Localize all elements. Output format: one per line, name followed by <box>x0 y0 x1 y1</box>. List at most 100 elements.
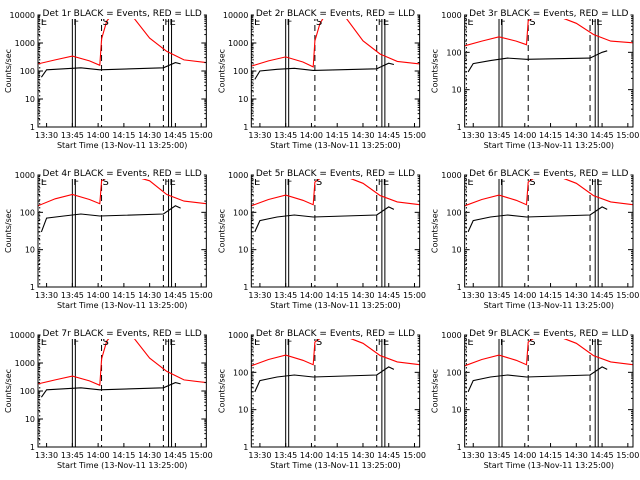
series-line <box>40 62 181 78</box>
y-axis-label: Counts/sec <box>217 209 226 253</box>
marker-label: S <box>316 17 322 28</box>
plot-content <box>464 175 633 287</box>
x-tick-label: 14:30 <box>565 451 588 460</box>
panel-title: Det 2r BLACK = Events, RED = LLD <box>256 9 415 19</box>
x-axis-label: Start Time (13-Nov-11 13:25:00) <box>484 461 614 470</box>
x-tick-label: 14:15 <box>539 131 562 140</box>
marker-label: E <box>254 177 260 188</box>
x-tick-label: 13:30 <box>462 131 485 140</box>
plot-content <box>38 335 207 447</box>
marker-label: F <box>164 337 170 348</box>
x-tick-label: 13:30 <box>248 451 271 460</box>
panel-title-background <box>467 9 631 19</box>
marker-label: E <box>41 17 47 28</box>
x-tick-label: 14:15 <box>112 291 135 300</box>
y-tick-label: 1000 <box>441 11 461 20</box>
marker-label: F <box>378 337 384 348</box>
marker-label: F <box>73 337 79 348</box>
series-line <box>467 366 608 393</box>
marker-label: F <box>164 177 170 188</box>
panel-title-background <box>40 9 204 19</box>
marker-label: E <box>383 17 389 28</box>
detector-panel: E F S F E13:30 13:45 14:00 14:15 14:30 14:45 15:00… <box>431 329 639 470</box>
marker-label: S <box>316 177 322 188</box>
panel-title: Det 5r BLACK = Events, RED = LLD <box>256 169 415 179</box>
series-line <box>464 175 633 207</box>
series-line <box>254 62 395 80</box>
y-tick-label: 100 <box>233 67 248 76</box>
marker-label: F <box>378 17 384 28</box>
marker-label: E <box>254 337 260 348</box>
marker-label: E <box>596 177 602 188</box>
marker-label: E <box>383 177 389 188</box>
x-tick-label: 14:45 <box>591 131 614 140</box>
x-tick-label: 14:15 <box>112 451 135 460</box>
y-tick-label: 10 <box>238 406 248 415</box>
y-tick-label: 10000 <box>10 11 35 20</box>
plot-content <box>38 15 207 127</box>
x-tick-label: 14:00 <box>513 131 536 140</box>
x-tick-label: 13:45 <box>487 131 510 140</box>
y-tick-label: 10 <box>238 95 248 104</box>
x-tick-label: 14:30 <box>138 451 161 460</box>
marker-label: F <box>591 17 597 28</box>
y-tick-label: 10 <box>451 246 461 255</box>
marker-label: E <box>596 337 602 348</box>
x-tick-label: 14:30 <box>351 451 374 460</box>
x-axis-label: Start Time (13-Nov-11 13:25:00) <box>57 141 187 150</box>
plot-frame <box>250 334 421 448</box>
x-tick-label: 14:30 <box>565 131 588 140</box>
y-tick-label: 1 <box>457 123 462 132</box>
panel-title: Det 8r BLACK = Events, RED = LLD <box>256 329 415 339</box>
y-tick-label: 1 <box>30 443 35 452</box>
y-tick-label: 10000 <box>10 331 35 340</box>
x-tick-label: 15:00 <box>616 131 639 140</box>
y-axis-label: Counts/sec <box>4 369 13 413</box>
series-line <box>464 335 633 367</box>
panel-title-background <box>467 169 631 179</box>
x-axis-label: Start Time (13-Nov-11 13:25:00) <box>57 301 187 310</box>
plot-content <box>251 335 420 447</box>
y-tick-label: 1 <box>30 283 35 292</box>
x-tick-label: 14:45 <box>377 291 400 300</box>
plot-frame <box>464 174 634 288</box>
y-tick-label: 100 <box>446 368 461 377</box>
marker-label: F <box>591 337 597 348</box>
y-tick-label: 1 <box>243 443 248 452</box>
x-tick-label: 15:00 <box>616 291 639 300</box>
y-tick-label: 1 <box>243 283 248 292</box>
series-line <box>254 206 395 233</box>
marker-label: F <box>73 17 79 28</box>
y-tick-label: 1000 <box>228 171 248 180</box>
marker-label: E <box>596 17 602 28</box>
series-line <box>467 206 608 233</box>
y-axis-label: Counts/sec <box>4 209 13 253</box>
x-tick-label: 14:45 <box>591 451 614 460</box>
x-tick-label: 15:00 <box>190 291 213 300</box>
x-tick-label: 15:00 <box>403 131 426 140</box>
marker-label: E <box>467 177 473 188</box>
series-line <box>40 205 181 233</box>
x-axis-label: Start Time (13-Nov-11 13:25:00) <box>270 301 400 310</box>
y-tick-label: 10 <box>25 246 35 255</box>
x-tick-label: 13:30 <box>462 451 485 460</box>
y-tick-label: 1 <box>457 443 462 452</box>
marker-label: S <box>529 337 535 348</box>
x-axis-label: Start Time (13-Nov-11 13:25:00) <box>484 301 614 310</box>
marker-label: F <box>287 337 293 348</box>
x-tick-label: 14:30 <box>351 291 374 300</box>
plot-frame <box>37 14 207 128</box>
detector-panel: E F S F E13:30 13:45 14:00 14:15 14:30 14:45 15:00… <box>4 9 213 150</box>
marker-label: E <box>41 177 47 188</box>
x-tick-label: 13:45 <box>61 451 84 460</box>
x-tick-label: 13:45 <box>487 451 510 460</box>
x-tick-label: 13:45 <box>61 131 84 140</box>
panel-title: Det 9r BLACK = Events, RED = LLD <box>469 329 628 339</box>
panel-title: Det 6r BLACK = Events, RED = LLD <box>469 169 628 179</box>
y-tick-label: 10 <box>451 86 461 95</box>
series-line <box>464 15 633 47</box>
x-tick-label: 14:15 <box>326 291 349 300</box>
y-tick-label: 100 <box>446 208 461 217</box>
y-axis-label: Counts/sec <box>217 49 226 93</box>
detector-panel: E F S F E13:30 13:45 14:00 14:15 14:30 14:45 15:00… <box>431 169 639 310</box>
